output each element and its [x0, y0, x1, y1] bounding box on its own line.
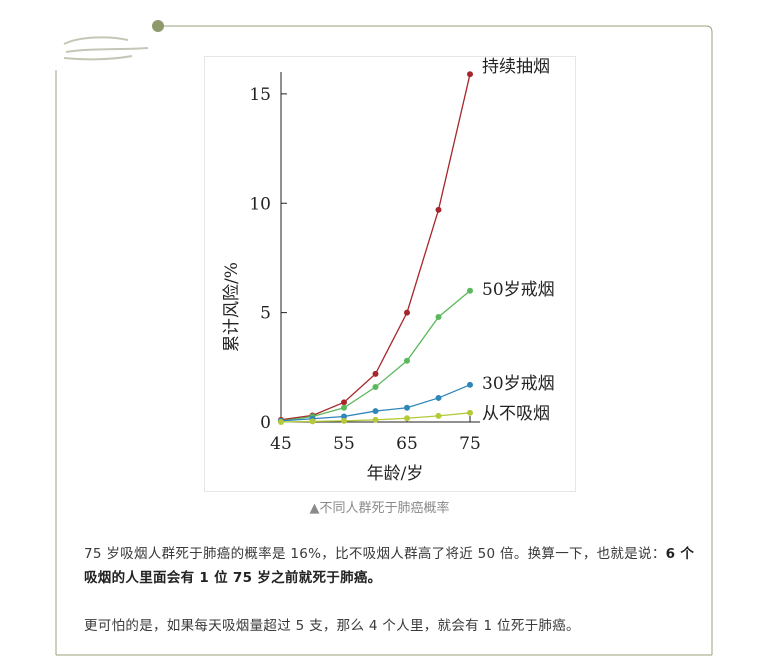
chart-caption: ▲不同人群死于肺癌概率 — [309, 501, 450, 516]
data-point — [372, 384, 379, 390]
frame-dot-icon — [152, 20, 164, 32]
data-point — [372, 416, 379, 423]
data-point — [467, 287, 473, 294]
series-3: 30岁戒烟 — [278, 374, 555, 424]
y-axis-label: 累计风险/% — [222, 262, 242, 352]
data-point — [341, 417, 347, 424]
x-tick-label: 75 — [459, 434, 481, 454]
data-point — [435, 206, 442, 213]
series-label: 从不吸烟 — [482, 404, 550, 424]
data-point — [435, 314, 442, 320]
x-tick-label: 45 — [270, 434, 292, 454]
x-tick-label: 55 — [333, 434, 355, 454]
series-label: 持续抽烟 — [482, 57, 550, 77]
chart-card: 0 5 10 15 45 55 65 75 持续抽烟 50岁戒烟 30岁戒烟从不吸烟 累计风险/%… — [204, 56, 576, 492]
series-line — [280, 74, 471, 421]
chart-axes — [280, 72, 480, 423]
series-2: 50岁戒烟 — [278, 280, 555, 424]
y-tick-label: 5 — [260, 304, 271, 324]
paragraph1-bold: 6 个吸烟的人里面会有 1 位 75 岁之前就死于肺癌。 — [84, 546, 695, 586]
data-point — [467, 71, 473, 78]
data-point — [372, 370, 379, 377]
data-point — [404, 309, 410, 316]
data-point — [278, 419, 284, 425]
data-point — [341, 404, 347, 411]
data-point — [404, 415, 410, 422]
series-1: 持续抽烟 — [278, 57, 550, 423]
data-point — [467, 381, 473, 388]
data-point — [404, 357, 410, 364]
y-tick-label: 15 — [249, 85, 271, 105]
y-tick-label: 0 — [260, 413, 271, 433]
paragraph-heavy-smoking: 更可怕的是，如果每天吸烟量超过 5 支，那么 4 个人里，就会有 1 位死于肺癌… — [84, 618, 580, 634]
paragraph1-text: 75 岁吸烟人群死于肺癌的概率是 16%，比不吸烟人群高了将近 50 倍。换算一… — [84, 546, 666, 562]
data-point — [467, 409, 473, 416]
series-label: 30岁戒烟 — [482, 374, 555, 394]
data-point — [309, 418, 316, 425]
paragraph-risk-summary: 75 岁吸烟人群死于肺癌的概率是 16%，比不吸烟人群高了将近 50 倍。换算一… — [84, 542, 704, 590]
data-point — [435, 412, 442, 419]
series-label: 50岁戒烟 — [482, 280, 555, 300]
data-point — [435, 394, 442, 401]
x-tick-label: 65 — [396, 434, 418, 454]
x-axis-label: 年龄/岁 — [367, 464, 424, 484]
data-point — [341, 413, 347, 420]
data-point — [341, 399, 347, 406]
series-line — [280, 290, 471, 422]
series-4: 从不吸烟 — [278, 404, 550, 425]
data-point — [372, 408, 379, 415]
y-tick-label: 10 — [249, 194, 271, 214]
swirl-decoration-icon — [63, 36, 149, 61]
data-point — [404, 404, 410, 411]
frame-right-rule — [705, 25, 713, 655]
